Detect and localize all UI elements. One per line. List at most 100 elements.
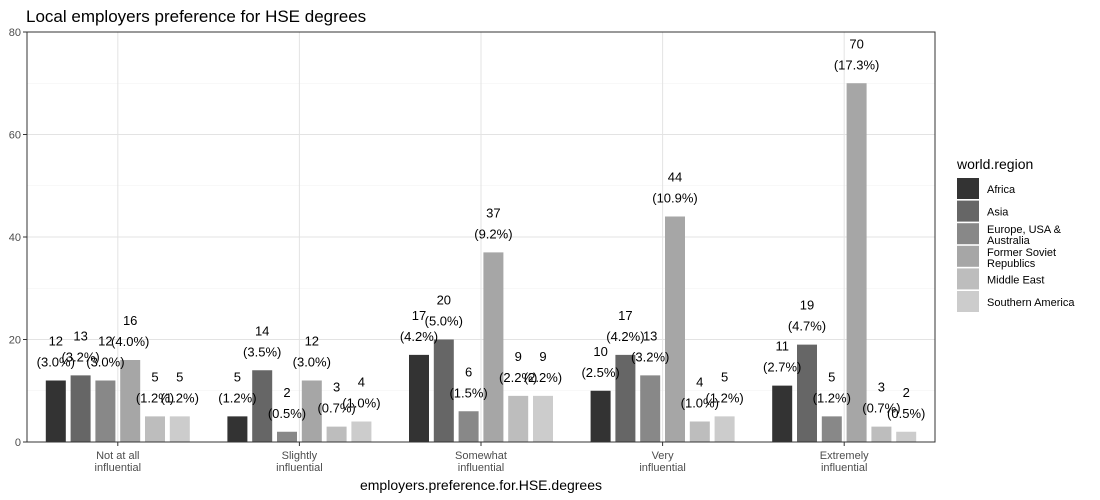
legend-label: Asia bbox=[987, 207, 1009, 219]
y-tick-label: 80 bbox=[9, 27, 21, 39]
bar-value-label: 17 bbox=[618, 308, 632, 323]
bar bbox=[590, 390, 611, 442]
bar-value-label: 9 bbox=[515, 349, 522, 364]
bar bbox=[169, 416, 190, 442]
chart-title: Local employers preference for HSE degre… bbox=[26, 7, 366, 26]
bar bbox=[846, 83, 867, 442]
bar-percent-label: (2.7%) bbox=[763, 360, 801, 375]
bar-percent-label: (0.7%) bbox=[317, 401, 355, 416]
bar-value-label: 12 bbox=[98, 334, 112, 349]
x-tick-label: Somewhat bbox=[455, 450, 507, 462]
x-tick-label: Slightly bbox=[282, 450, 318, 462]
bar-value-label: 10 bbox=[593, 344, 607, 359]
x-axis-title: employers.preference.for.HSE.degrees bbox=[360, 477, 602, 493]
bar-percent-label: (0.7%) bbox=[862, 401, 900, 416]
y-tick-label: 0 bbox=[15, 437, 21, 449]
bar-percent-label: (1.0%) bbox=[681, 396, 719, 411]
bar-value-label: 5 bbox=[151, 369, 158, 384]
legend-title: world.region bbox=[956, 156, 1033, 172]
bar-value-label: 14 bbox=[255, 323, 269, 338]
bar-value-label: 44 bbox=[668, 170, 682, 185]
x-tick-label: influential bbox=[276, 462, 322, 474]
legend-key bbox=[957, 200, 979, 222]
x-tick-label: Extremely bbox=[820, 450, 869, 462]
bar-labels: 12(3.0%)13(3.2%)12(3.0%)16(4.0%)5(1.2%)5… bbox=[37, 36, 926, 421]
bar bbox=[483, 252, 504, 442]
bar-value-label: 9 bbox=[539, 349, 546, 364]
bar-percent-label: (2.2%) bbox=[499, 370, 537, 385]
bar bbox=[227, 416, 248, 442]
bar-value-label: 13 bbox=[643, 328, 657, 343]
bar bbox=[714, 416, 735, 442]
bar-value-label: 11 bbox=[775, 339, 789, 354]
bar-percent-label: (4.2%) bbox=[400, 329, 438, 344]
bar-value-label: 2 bbox=[283, 385, 290, 400]
bar bbox=[797, 344, 817, 442]
legend-key bbox=[957, 178, 979, 199]
bar bbox=[409, 354, 429, 442]
x-tick-label: Very bbox=[652, 450, 675, 462]
bar-value-label: 3 bbox=[333, 380, 340, 395]
bar-value-label: 6 bbox=[465, 364, 472, 379]
bar bbox=[508, 395, 529, 442]
bar-percent-label: (4.2%) bbox=[606, 329, 644, 344]
bar-percent-label: (3.0%) bbox=[86, 355, 124, 370]
bars bbox=[45, 83, 917, 442]
bar bbox=[640, 375, 661, 442]
bar bbox=[326, 426, 347, 442]
bar-percent-label: (3.0%) bbox=[293, 355, 331, 370]
bar-percent-label: (0.5%) bbox=[268, 406, 306, 421]
legend-label: Middle East bbox=[987, 274, 1044, 286]
legend-key bbox=[957, 268, 979, 290]
bar-percent-label: (10.9%) bbox=[652, 191, 698, 206]
bar bbox=[458, 411, 479, 442]
bar bbox=[772, 385, 793, 442]
bar-value-label: 13 bbox=[73, 328, 87, 343]
bar bbox=[301, 380, 322, 442]
legend-label: Africa bbox=[987, 184, 1016, 196]
bar bbox=[120, 360, 141, 442]
bar-percent-label: (1.2%) bbox=[813, 390, 851, 405]
bar-percent-label: (1.5%) bbox=[449, 385, 487, 400]
y-tick-label: 20 bbox=[9, 335, 21, 347]
bar-percent-label: (4.7%) bbox=[788, 319, 826, 334]
bar-percent-label: (3.5%) bbox=[243, 344, 281, 359]
bar-percent-label: (2.5%) bbox=[581, 365, 619, 380]
bar bbox=[821, 416, 842, 442]
bar bbox=[433, 339, 454, 442]
bar bbox=[95, 380, 116, 442]
bar-value-label: 17 bbox=[412, 308, 426, 323]
bar-percent-label: (3.0%) bbox=[37, 355, 75, 370]
bar-value-label: 2 bbox=[903, 385, 910, 400]
bar bbox=[689, 421, 710, 442]
legend-label: Republics bbox=[987, 258, 1036, 270]
bar bbox=[871, 426, 892, 442]
legend-label: Europe, USA & bbox=[987, 224, 1062, 236]
y-axis: 0 20 40 60 80 bbox=[9, 27, 27, 449]
bar-percent-label: (1.2%) bbox=[705, 390, 743, 405]
bar-percent-label: (1.2%) bbox=[136, 390, 174, 405]
bar bbox=[533, 395, 553, 442]
bar-value-label: 5 bbox=[828, 369, 835, 384]
x-tick-label: influential bbox=[821, 462, 867, 474]
x-tick-label: influential bbox=[95, 462, 141, 474]
bar-percent-label: (2.2%) bbox=[524, 370, 562, 385]
bar-percent-label: (17.3%) bbox=[834, 57, 880, 72]
bar-value-label: 4 bbox=[358, 375, 365, 390]
bar-percent-label: (9.2%) bbox=[474, 226, 512, 241]
legend-key bbox=[957, 245, 979, 267]
bar-value-label: 19 bbox=[800, 298, 814, 313]
bar-value-label: 12 bbox=[305, 334, 319, 349]
bar-value-label: 3 bbox=[878, 380, 885, 395]
bar bbox=[45, 380, 66, 442]
y-tick-label: 60 bbox=[9, 130, 21, 142]
bar-percent-label: (3.2%) bbox=[61, 349, 99, 364]
bar bbox=[145, 416, 165, 442]
bar-value-label: 5 bbox=[721, 369, 728, 384]
bar-value-label: 12 bbox=[49, 334, 63, 349]
x-axis: Not at allinfluentialSlightlyinfluential… bbox=[95, 442, 869, 474]
bar bbox=[252, 370, 273, 442]
x-tick-label: influential bbox=[639, 462, 685, 474]
bar-value-label: 5 bbox=[176, 369, 183, 384]
